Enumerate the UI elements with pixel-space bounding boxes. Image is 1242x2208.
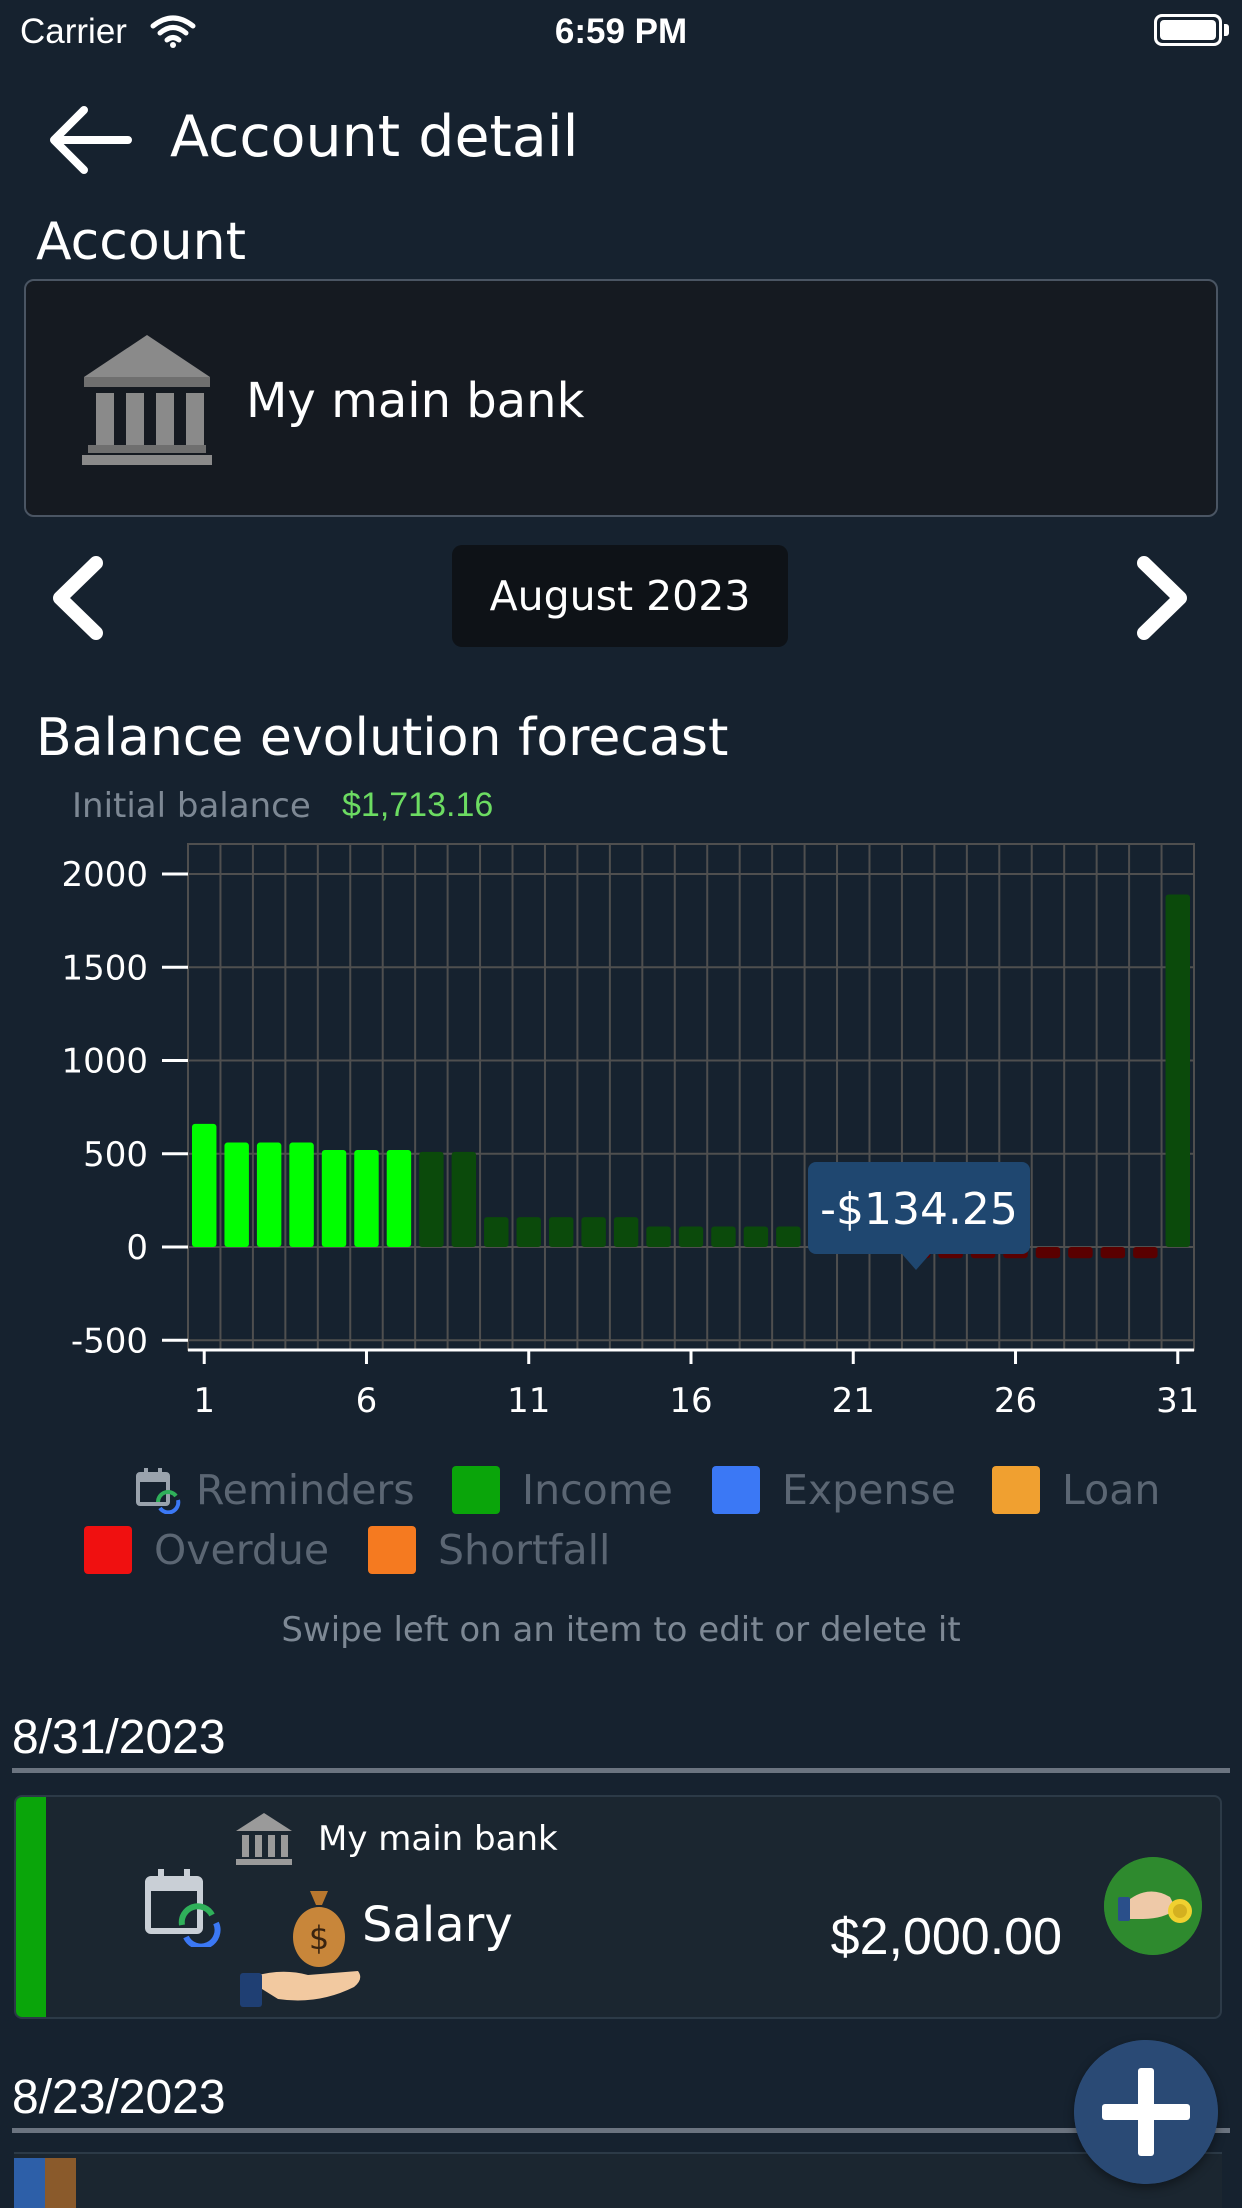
legend-item-income: Income xyxy=(452,1464,673,1516)
chart-bar xyxy=(256,1142,282,1247)
transaction-row[interactable] xyxy=(14,2152,1222,2208)
chart-bar xyxy=(646,1226,671,1247)
carrier-label: Carrier xyxy=(20,12,127,51)
transaction-amount: $2,000.00 xyxy=(830,1908,1062,1966)
x-tick-label: 11 xyxy=(507,1381,550,1421)
battery-icon xyxy=(1154,14,1222,46)
chart-bar xyxy=(613,1217,639,1247)
legend-swatch xyxy=(84,1526,132,1574)
chart-bar xyxy=(1035,1247,1061,1259)
chart-bar xyxy=(1100,1247,1126,1259)
battery-cap xyxy=(1224,24,1229,36)
y-tick-label: -500 xyxy=(71,1321,148,1361)
hand-coin-icon[interactable] xyxy=(1104,1857,1202,1955)
chart-bar xyxy=(743,1226,769,1247)
chart-bar xyxy=(1133,1247,1158,1259)
x-tick-label: 31 xyxy=(1156,1381,1199,1421)
chart-bar xyxy=(224,1142,249,1247)
chevron-right-icon[interactable] xyxy=(1128,553,1198,643)
calendar-refresh-icon xyxy=(145,1869,221,1947)
legend-item-shortfall: Shortfall xyxy=(368,1524,610,1576)
chart-legend: Reminders Income Expense Loan Overdue Sh… xyxy=(0,1460,1242,1580)
initial-balance-value: $1,713.16 xyxy=(342,786,494,824)
header: Account detail xyxy=(0,90,1242,190)
chart-bar xyxy=(581,1217,606,1247)
legend-item-expense: Expense xyxy=(712,1464,956,1516)
arrow-left-icon[interactable] xyxy=(44,100,134,180)
chart-bar xyxy=(386,1150,412,1247)
legend-item-loan: Loan xyxy=(992,1464,1160,1516)
wifi-icon xyxy=(150,15,196,48)
month-selector[interactable]: August 2023 xyxy=(452,545,788,647)
y-tick-label: 1500 xyxy=(61,948,148,988)
initial-balance-label: Initial balance xyxy=(72,786,311,826)
date-header: 8/31/2023 xyxy=(12,1711,226,1764)
legend-label: Loan xyxy=(1062,1466,1161,1514)
clock: 6:59 PM xyxy=(554,12,688,51)
x-tick-label: 26 xyxy=(994,1381,1037,1421)
chart-bar xyxy=(1068,1247,1093,1259)
month-navigation: August 2023 xyxy=(0,545,1242,650)
chart-bar xyxy=(192,1123,217,1247)
chart-bar xyxy=(711,1226,736,1247)
chart-bar xyxy=(451,1151,477,1247)
chart-bar xyxy=(419,1151,444,1247)
transaction-row[interactable]: My main bank $ Salary $2,000.00 xyxy=(14,1795,1222,2019)
legend-label: Income xyxy=(522,1466,673,1514)
legend-label: Shortfall xyxy=(438,1526,611,1574)
y-tick-label: 0 xyxy=(126,1228,148,1268)
transaction-name: Salary xyxy=(362,1897,513,1953)
svg-text:$: $ xyxy=(309,1919,329,1957)
legend-label: Expense xyxy=(782,1466,956,1514)
add-transaction-button[interactable] xyxy=(1074,2040,1218,2184)
plot-frame xyxy=(187,843,1195,1351)
chart-tooltip xyxy=(808,1162,1030,1254)
legend-label: Overdue xyxy=(154,1526,330,1574)
swipe-hint: Swipe left on an item to edit or delete … xyxy=(281,1610,961,1650)
page-title: Account detail xyxy=(170,104,579,170)
chart-bar xyxy=(678,1226,704,1247)
chart-tooltip-pointer xyxy=(902,1254,930,1270)
date-divider xyxy=(12,1768,1230,1773)
chart-bar xyxy=(516,1217,541,1247)
chart-title: Balance evolution forecast xyxy=(36,708,729,768)
x-tick-label: 21 xyxy=(832,1381,875,1421)
legend-swatch xyxy=(712,1466,760,1514)
chart-tooltip-label: -$134.25 xyxy=(820,1184,1018,1235)
chart-bar xyxy=(354,1150,379,1247)
income-stripe xyxy=(16,1797,46,2017)
date-divider xyxy=(12,2128,1230,2133)
transaction-account: My main bank xyxy=(318,1819,558,1859)
chart-bar xyxy=(776,1226,801,1247)
y-tick-label: 1000 xyxy=(61,1042,148,1082)
chart-bar xyxy=(548,1217,574,1247)
account-section-label: Account xyxy=(36,212,246,272)
legend-item-overdue: Overdue xyxy=(84,1524,329,1576)
chart-bar xyxy=(484,1217,509,1247)
account-name: My main bank xyxy=(246,373,585,429)
transaction-stripe xyxy=(14,2158,76,2208)
legend-swatch xyxy=(452,1466,500,1514)
date-header: 8/23/2023 xyxy=(12,2071,226,2124)
chart-bar xyxy=(289,1142,314,1247)
chart-bar xyxy=(1165,894,1190,1247)
chevron-left-icon[interactable] xyxy=(42,553,112,643)
x-tick-label: 16 xyxy=(669,1381,712,1421)
legend-item-reminders: Reminders xyxy=(134,1464,415,1516)
x-tick-label: 1 xyxy=(193,1381,215,1421)
x-tick-label: 6 xyxy=(356,1381,378,1421)
y-tick-label: 2000 xyxy=(61,855,148,895)
y-tick-label: 500 xyxy=(83,1135,148,1175)
legend-swatch xyxy=(992,1466,1040,1514)
account-selector[interactable]: My main bank xyxy=(24,279,1218,517)
bank-icon xyxy=(82,335,212,465)
chart-bar xyxy=(321,1150,347,1247)
legend-swatch xyxy=(368,1526,416,1574)
legend-label: Reminders xyxy=(196,1466,415,1514)
calendar-refresh-icon xyxy=(136,1468,181,1514)
status-bar: Carrier 6:59 PM xyxy=(0,0,1242,62)
money-bag-hand-icon: $ xyxy=(240,1891,361,2007)
bank-icon xyxy=(236,1813,292,1865)
